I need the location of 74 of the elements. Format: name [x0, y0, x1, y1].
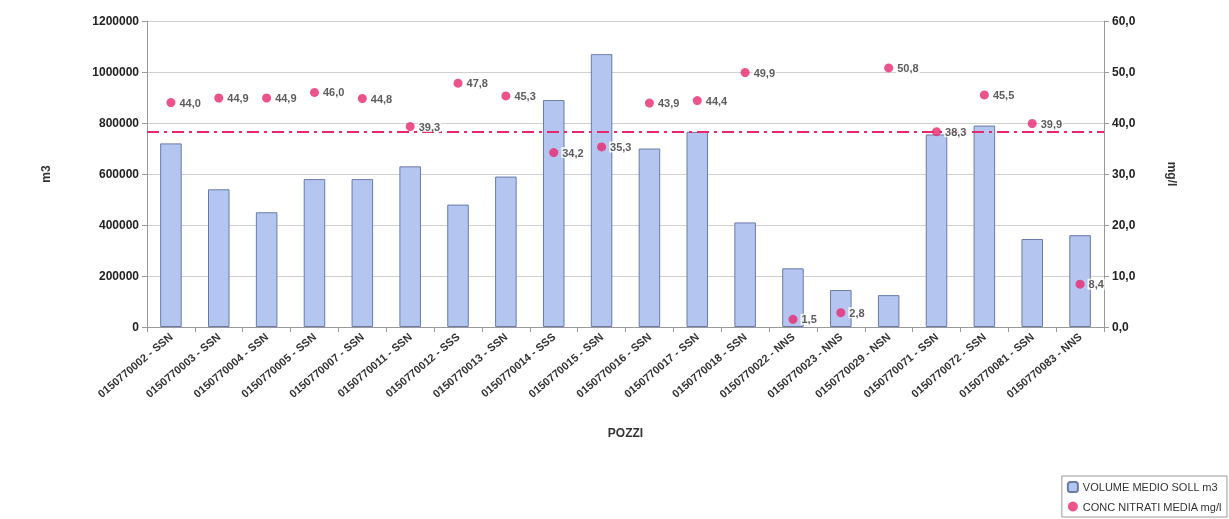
y2-tick-label: 30,0 [1112, 167, 1136, 181]
data-label: 45,5 [992, 88, 1015, 101]
point [166, 98, 176, 108]
y2-tick-label: 20,0 [1112, 218, 1136, 232]
data-label: 39,9 [1040, 117, 1063, 130]
bar [782, 268, 804, 327]
point [740, 68, 750, 78]
data-label: 44,0 [179, 96, 201, 109]
point [501, 91, 511, 101]
point [214, 93, 224, 103]
bar [638, 148, 661, 327]
legend-label: CONC NITRATI MEDIA mg/l [1082, 500, 1222, 513]
bar [399, 166, 421, 327]
y-axis-title: m3 [39, 165, 53, 183]
data-label: 1,5 [801, 313, 817, 326]
y2-tick-label: 10,0 [1112, 269, 1136, 283]
bar [208, 189, 230, 327]
data-label: 8,4 [1088, 278, 1105, 291]
data-label: 35,3 [610, 140, 632, 153]
point [262, 93, 272, 103]
data-label: 38,3 [945, 125, 967, 138]
point [405, 122, 415, 132]
y-tick-label: 1200000 [92, 14, 140, 28]
y2-tick-label: 60,0 [1112, 14, 1136, 28]
bar [877, 295, 900, 327]
data-label: 45,3 [514, 89, 536, 102]
point [932, 127, 942, 137]
bar [495, 176, 517, 327]
point [357, 94, 367, 104]
y-tick-label: 600000 [98, 167, 140, 181]
point [549, 148, 559, 158]
point [309, 87, 319, 97]
bar [734, 222, 756, 327]
bar [255, 212, 278, 327]
data-label: 44,4 [705, 94, 729, 107]
data-label: 2,8 [849, 306, 865, 319]
point [1027, 119, 1037, 129]
data-label: 44,9 [275, 92, 297, 105]
y2-tick-label: 0,0 [1112, 320, 1130, 334]
bar [973, 125, 996, 327]
data-label: 47,8 [466, 77, 488, 90]
y2-axis-title: mg/l [1165, 161, 1179, 187]
bar [351, 179, 374, 327]
data-label: 34,2 [562, 146, 584, 159]
y-tick-label: 0 [132, 320, 140, 334]
point [979, 90, 989, 100]
y-tick-label: 800000 [98, 116, 140, 130]
point [597, 142, 607, 152]
bar [303, 179, 326, 327]
data-label: 44,8 [370, 92, 393, 105]
y2-tick-label: 40,0 [1112, 116, 1136, 130]
legend-label: VOLUME MEDIO SOLL m3 [1082, 481, 1218, 493]
y-tick-label: 1000000 [92, 65, 140, 79]
point [788, 314, 798, 324]
x-axis-title: POZZI [607, 426, 644, 440]
bar [1021, 239, 1043, 327]
bar [1069, 235, 1091, 327]
point [692, 96, 702, 106]
data-label: 46,0 [322, 86, 345, 99]
point [453, 78, 463, 88]
point [644, 98, 654, 108]
point [1075, 279, 1085, 289]
y2-tick-label: 50,0 [1112, 65, 1136, 79]
data-label: 49,9 [753, 66, 776, 79]
y-tick-label: 200000 [98, 269, 140, 283]
data-label: 44,9 [227, 92, 249, 105]
bar [686, 131, 709, 327]
data-label: 50,8 [897, 61, 919, 74]
y-tick-label: 400000 [98, 218, 140, 232]
data-label: 43,9 [657, 97, 680, 110]
bar [447, 204, 469, 327]
bar [160, 143, 182, 327]
point [884, 63, 894, 73]
data-label: 39,3 [418, 120, 441, 133]
